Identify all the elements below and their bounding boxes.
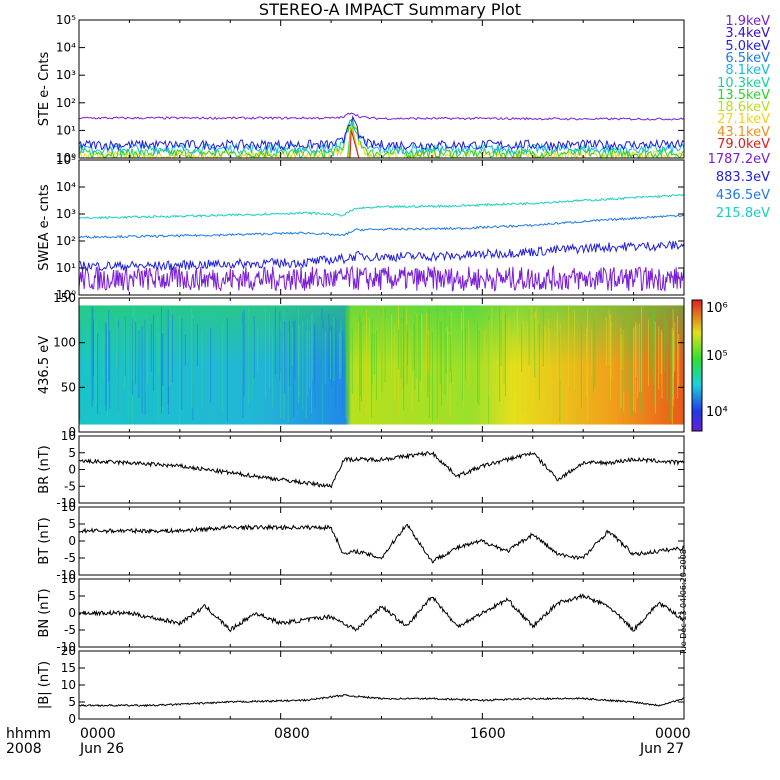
br-frame	[78, 435, 685, 504]
ste-legend-item: 18.6keV	[717, 100, 770, 116]
ste-ytick-label: 10³	[56, 68, 76, 82]
br-ylabel: BR (nT)	[37, 445, 52, 493]
swea-legend-item: 883.3eV	[715, 170, 770, 185]
ste-legend-item: 3.4keV	[725, 26, 770, 42]
time-row2-label: 2008	[6, 741, 42, 757]
bmag-ytick-label: 10	[61, 678, 76, 692]
time-tick-0000: 0000	[80, 726, 116, 742]
br-trace	[78, 450, 685, 489]
swea-ytick-label: 10²	[56, 234, 76, 248]
ste-series-1.9keV	[78, 112, 685, 121]
ste-legend-item: 8.1keV	[725, 63, 770, 79]
bn-ytick-label: -10	[56, 640, 76, 654]
ste-ylabel: STE e- Cnts	[37, 51, 52, 126]
bmag-ytick-label: 0	[68, 712, 76, 726]
pitch-colorbar	[691, 299, 703, 432]
bn-trace	[78, 593, 685, 633]
bn-ytick-label: -5	[64, 623, 76, 637]
swea-ytick-label: 10⁴	[56, 180, 76, 194]
bt-frame	[78, 506, 685, 576]
ste-legend-item: 5.0keV	[725, 38, 770, 54]
bt-ytick-label: 10	[61, 500, 76, 514]
ste-legend-item: 1.9keV	[725, 14, 770, 29]
bn-ylabel: BN (nT)	[37, 588, 52, 637]
br-ytick-label: 5	[68, 446, 76, 460]
bmag-ylabel: |B| (nT)	[37, 661, 52, 709]
pitch-ytick-label: 50	[61, 380, 76, 394]
ste-ytick-label: 10⁵	[56, 13, 76, 27]
ste-ytick-label: 10⁴	[56, 41, 76, 55]
bt-ytick-label: -5	[64, 551, 76, 565]
ste-legend-item: 6.5keV	[725, 50, 770, 66]
pitch-ytick-label: 0	[68, 425, 76, 439]
bt-trace	[78, 523, 685, 564]
ste-series-5.0keV	[78, 118, 685, 156]
time-tick-1600: 1600	[470, 726, 506, 742]
ste-legend-item: 27.1keV	[717, 112, 770, 128]
bmag-ytick-label: 15	[61, 661, 76, 675]
bn-ytick-label: 10	[61, 572, 76, 586]
pitch-ylabel: 436.5 eV	[37, 336, 52, 394]
colorbar-tick-label: 10⁵	[706, 349, 728, 364]
bmag-frame	[78, 650, 685, 720]
ste-ytick-label: 10¹	[56, 123, 76, 137]
colorbar-tick-label: 10⁴	[706, 405, 728, 420]
bn-ytick-label: 0	[68, 606, 76, 620]
plot-title: STEREO-A IMPACT Summary Plot	[258, 0, 522, 19]
ste-frame	[78, 19, 685, 159]
bmag-trace	[78, 694, 685, 708]
swea-legend-item: 1787.2eV	[707, 152, 770, 167]
ste-legend-item: 43.1keV	[717, 124, 770, 140]
swea-series-883.3eV	[78, 240, 685, 272]
ste-ytick-label: 10⁰	[56, 151, 76, 165]
ste-legend-item: 10.3keV	[717, 75, 770, 91]
swea-legend-item: 215.8eV	[715, 206, 770, 221]
bn-ytick-label: 5	[68, 589, 76, 603]
br-ytick-label: 0	[68, 463, 76, 477]
swea-legend-item: 436.5eV	[715, 188, 770, 203]
swea-ylabel: SWEA e- cnts	[37, 184, 52, 271]
bt-ytick-label: -10	[56, 568, 76, 582]
time-tick-0800: 0800	[274, 726, 310, 742]
ste-spike-10	[349, 130, 360, 159]
bmag-ytick-label: 5	[68, 695, 76, 709]
time-tick-0000-end: 0000	[655, 726, 691, 742]
ste-series-3.4keV	[78, 115, 685, 152]
br-ytick-label: -10	[56, 496, 76, 510]
swea-series-215.8eV	[78, 193, 685, 220]
bt-ylabel: BT (nT)	[37, 517, 52, 564]
swea-series-1787.2eV	[78, 264, 685, 293]
ste-ytick-label: 10²	[56, 96, 76, 110]
date-jun27: Jun 27	[640, 741, 685, 757]
colorbar-tick-label: 10⁶	[706, 301, 728, 316]
br-ytick-label: 10	[61, 429, 76, 443]
br-ytick-label: -5	[64, 479, 76, 493]
swea-ytick-label: 10⁰	[56, 288, 76, 302]
time-row1-label: hhmm	[6, 726, 52, 742]
swea-ytick-label: 10⁵	[56, 153, 76, 167]
pitch-ytick-label: 150	[53, 291, 76, 305]
ste-legend-item: 79.0keV	[717, 137, 770, 152]
bt-ytick-label: 5	[68, 517, 76, 531]
bn-frame	[78, 578, 685, 648]
date-jun26: Jun 26	[80, 741, 125, 757]
swea-ytick-label: 10³	[56, 207, 76, 221]
swea-series-436.5eV	[78, 214, 685, 239]
swea-ytick-label: 10¹	[56, 261, 76, 275]
pitch-ytick-label: 100	[53, 336, 76, 350]
bmag-ytick-label: 20	[61, 644, 76, 658]
bt-ytick-label: 0	[68, 534, 76, 548]
ste-legend-item: 13.5keV	[717, 87, 770, 103]
timestamp-stamp: Tue Dec 13 04:06:20 2008	[679, 549, 688, 655]
